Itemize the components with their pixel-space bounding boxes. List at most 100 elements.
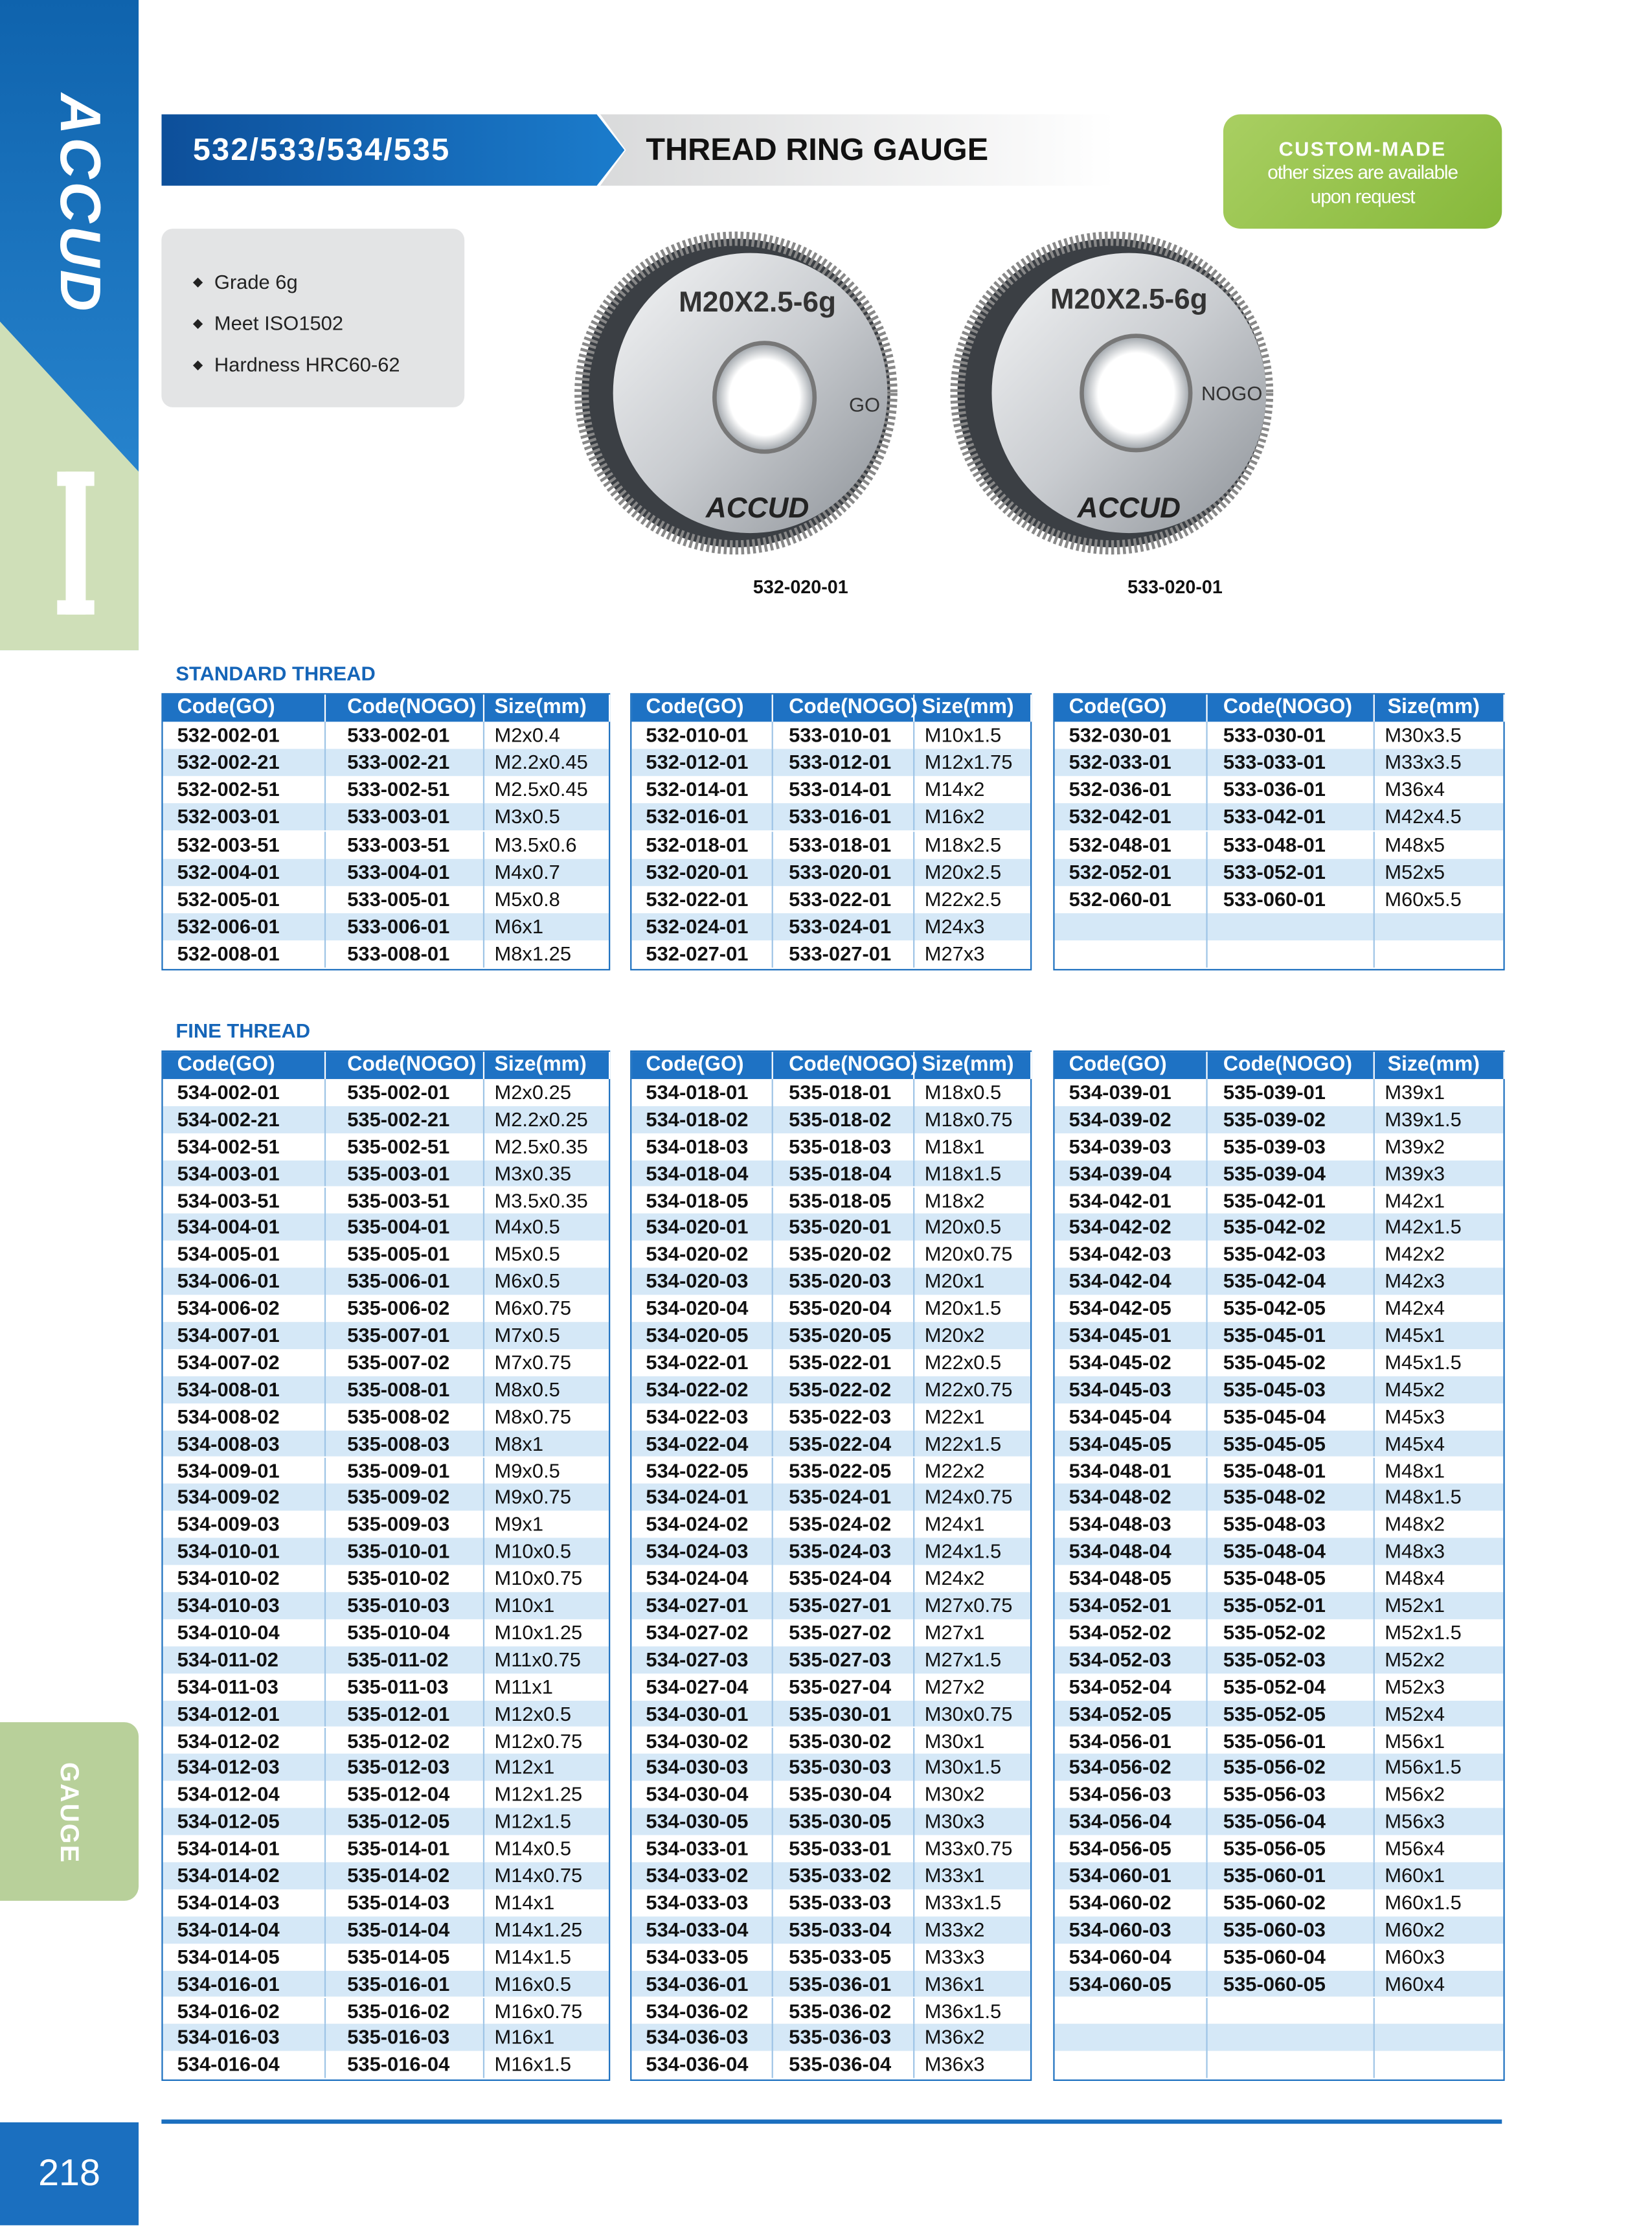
- table-row: 534-005-01 535-005-01 M5x0.5: [163, 1241, 609, 1268]
- table-row: 534-022-02 535-022-02 M22x0.75: [631, 1376, 1031, 1403]
- table-row: 534-003-51 535-003-51 M3.5x0.35: [163, 1187, 609, 1214]
- code-go: 534-004-01: [163, 1214, 326, 1242]
- size: M60x4: [1385, 1971, 1445, 1995]
- code-nogo: 533-060-01: [1206, 885, 1375, 913]
- code-nogo: 535-052-05: [1206, 1700, 1375, 1727]
- code-go: 534-011-03: [163, 1673, 326, 1701]
- code-nogo: 535-024-04: [772, 1565, 915, 1593]
- size: M30x3.5: [1385, 723, 1462, 747]
- code-go: 534-027-03: [631, 1646, 773, 1674]
- size: M3.5x0.6: [494, 832, 577, 856]
- header-row: Code(GO) Code(NOGO) Size(mm): [163, 1052, 611, 1079]
- code-nogo: 535-022-03: [772, 1403, 915, 1430]
- size: M10x1.25: [494, 1620, 583, 1644]
- table-row: 532-016-01 533-016-01 M16x2: [631, 804, 1031, 832]
- code-go: 534-060-02: [1055, 1889, 1208, 1916]
- code-nogo: 533-052-01: [1206, 858, 1375, 886]
- code-nogo: 535-052-04: [1206, 1673, 1375, 1701]
- size: M2.5x0.45: [494, 778, 588, 801]
- code-nogo: 535-020-03: [772, 1267, 915, 1295]
- feature: Grade 6g: [193, 263, 464, 304]
- code-go: 534-003-51: [163, 1187, 326, 1214]
- table-row: 534-016-02 535-016-02 M16x0.75: [163, 1997, 609, 2025]
- spec-table: Code(GO) Code(NOGO) Size(mm) 534-018-01 535-…: [630, 1050, 1032, 2082]
- table-row: 534-045-01 535-045-01 M45x1: [1054, 1322, 1504, 1349]
- code-nogo: 535-011-03: [324, 1673, 485, 1701]
- feature: Meet ISO1502: [193, 304, 464, 346]
- code-go: 534-024-02: [631, 1511, 773, 1538]
- size: M24x3: [924, 914, 985, 938]
- code-nogo: 535-012-04: [324, 1781, 485, 1808]
- code-nogo: 535-008-01: [324, 1376, 485, 1403]
- table-row: 534-045-04 535-045-04 M45x3: [1055, 1403, 1504, 1430]
- code-nogo: 535-009-02: [324, 1484, 485, 1512]
- code-nogo: 535-045-01: [1206, 1322, 1375, 1349]
- code-nogo: 535-052-01: [1206, 1592, 1375, 1619]
- code-go: 534-012-04: [163, 1781, 326, 1808]
- size: M56x4: [1385, 1836, 1445, 1860]
- code-go: 534-045-01: [1055, 1322, 1208, 1349]
- table-row: 534-030-02 535-030-02 M30x1: [631, 1727, 1030, 1755]
- table-row: 534-042-05 535-042-05 M42x4: [1055, 1295, 1504, 1323]
- table-row: 534-003-01 535-003-01 M3x0.35: [163, 1159, 609, 1187]
- brand-logo: ACCUD: [47, 93, 111, 314]
- code-nogo: 535-006-01: [324, 1267, 485, 1295]
- table-row: 534-033-04 535-033-04 M33x2: [631, 1916, 1031, 1944]
- code-nogo: 533-002-01: [324, 721, 485, 749]
- size: [1374, 1997, 1504, 2025]
- code-go: 532-012-01: [631, 749, 773, 777]
- code-go: 534-042-05: [1055, 1295, 1208, 1323]
- size: M36x3: [924, 2052, 985, 2076]
- code-nogo: 535-014-04: [324, 1916, 485, 1944]
- code-go: 532-002-51: [163, 776, 326, 804]
- code-nogo: 535-036-01: [772, 1970, 915, 1997]
- code-go: 534-052-05: [1055, 1700, 1208, 1727]
- code-nogo: 535-011-02: [324, 1646, 485, 1674]
- code-go: 534-011-02: [163, 1646, 326, 1674]
- size: M20x2.5: [924, 859, 1002, 883]
- table-row: 534-042-01 535-042-01 M42x1: [1055, 1187, 1504, 1214]
- table-row: 534-045-02 535-045-02 M45x1.5: [1055, 1348, 1504, 1376]
- size: M48x1.5: [1385, 1485, 1462, 1508]
- code-nogo: 535-010-01: [324, 1538, 485, 1565]
- code-nogo: 533-024-01: [772, 913, 915, 940]
- table-row: 534-024-01 535-024-01 M24x0.75: [631, 1484, 1031, 1512]
- code-nogo: 533-022-01: [772, 885, 915, 913]
- table-row: 534-048-03 535-048-03 M48x2: [1055, 1511, 1504, 1538]
- column-header: Code(NOGO): [772, 694, 918, 722]
- code-nogo: 533-042-01: [1206, 804, 1375, 832]
- table-row: 534-018-02 535-018-02 M18x0.75: [631, 1106, 1031, 1133]
- table-row: 534-020-01 535-020-01 M20x0.5: [631, 1214, 1031, 1242]
- code-nogo: 535-010-04: [324, 1618, 485, 1646]
- code-nogo: 535-056-05: [1206, 1835, 1375, 1863]
- size: M18x2: [924, 1188, 985, 1212]
- code-nogo: 535-014-01: [324, 1835, 485, 1863]
- code-go: 534-010-02: [163, 1565, 326, 1593]
- code-go: 534-030-01: [631, 1700, 773, 1727]
- size: M60x1: [1385, 1863, 1445, 1887]
- code-nogo: 535-016-04: [324, 2051, 485, 2078]
- code-nogo: 533-012-01: [772, 749, 915, 777]
- code-go: 534-012-05: [163, 1808, 326, 1835]
- section-tab: [0, 1722, 139, 1901]
- column-header: Code(GO): [631, 1052, 773, 1079]
- table-row: 534-012-03 535-012-03 M12x1: [163, 1754, 609, 1782]
- code-nogo: 535-060-01: [1206, 1862, 1375, 1890]
- size: M14x2: [924, 778, 985, 801]
- size: M22x2: [924, 1458, 985, 1482]
- code-nogo: 535-030-01: [772, 1700, 915, 1727]
- size: M52x4: [1385, 1701, 1445, 1725]
- column-header: Code(NOGO): [324, 694, 485, 722]
- table-row: 534-036-01 535-036-01 M36x1: [631, 1970, 1031, 1997]
- code-go: 534-045-04: [1055, 1403, 1208, 1430]
- column-header: Code(GO): [631, 694, 773, 722]
- table-row: 534-036-04 535-036-04 M36x3: [631, 2051, 1030, 2078]
- features-box: Grade 6g Meet ISO1502 Hardness HRC60-62: [161, 229, 465, 407]
- code-go: 534-012-02: [163, 1727, 326, 1755]
- table-row: 534-030-05 535-030-05 M30x3: [631, 1808, 1031, 1835]
- code-nogo: 535-045-03: [1206, 1376, 1375, 1403]
- table-row: 532-008-01 533-008-01 M8x1.25: [163, 940, 609, 968]
- gauge-brand: ACCUD: [705, 492, 809, 524]
- image-caption: 533-020-01: [1127, 576, 1223, 598]
